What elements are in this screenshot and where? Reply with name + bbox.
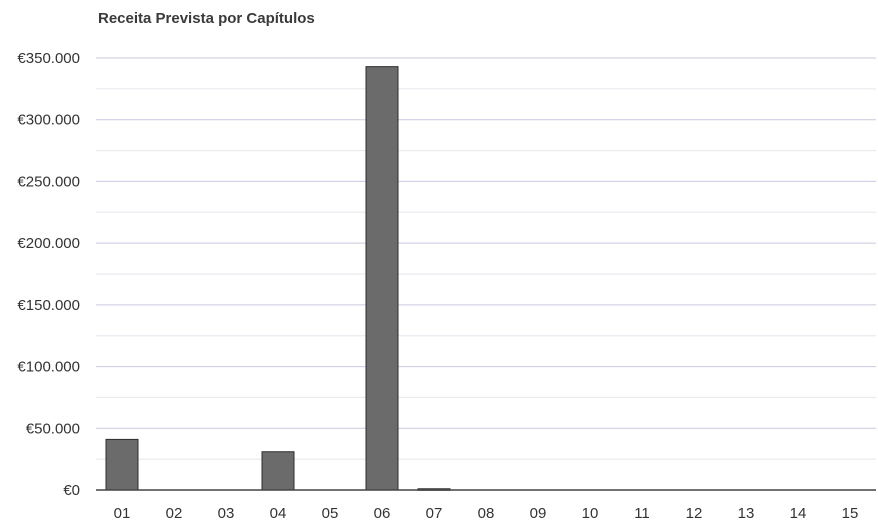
x-tick-label-10: 10 [582, 505, 599, 520]
y-tick-label: €200.000 [17, 235, 80, 252]
gridlines [96, 57, 876, 460]
y-axis-ticks: €0 €50.000 €100.000 €150.000 €200.000 €250.00… [17, 50, 80, 499]
x-tick-label-11: 11 [634, 505, 650, 520]
x-tick-label-01: 01 [114, 505, 131, 520]
bar-04 [261, 451, 295, 491]
x-tick-label-07: 07 [426, 505, 443, 520]
x-tick-label-03: 03 [218, 505, 235, 520]
x-tick-label-04: 04 [270, 505, 287, 520]
bars [105, 66, 451, 491]
y-tick-label: €250.000 [17, 173, 80, 190]
y-tick-label: €150.000 [17, 297, 80, 314]
x-tick-label-08: 08 [478, 505, 495, 520]
x-tick-label-13: 13 [738, 505, 755, 520]
x-axis-ticks: 01 02 03 04 05 06 07 08 09 10 11 12 13 14 15 [114, 505, 859, 520]
x-tick-label-15: 15 [842, 505, 859, 520]
x-tick-label-05: 05 [322, 505, 339, 520]
y-tick-label: €300.000 [17, 112, 80, 129]
y-tick-label: €100.000 [17, 359, 80, 376]
x-tick-label-02: 02 [166, 505, 183, 520]
y-tick-label: €350.000 [17, 50, 80, 67]
y-tick-label: €50.000 [26, 420, 80, 437]
x-tick-label-14: 14 [790, 505, 807, 520]
x-tick-label-06: 06 [374, 505, 391, 520]
chart-title: Receita Prevista por Capítulos [98, 10, 315, 27]
x-tick-label-12: 12 [686, 505, 703, 520]
bar-06 [365, 66, 399, 491]
x-tick-label-09: 09 [530, 505, 547, 520]
y-tick-label: €0 [63, 482, 80, 499]
bar-01 [105, 438, 139, 491]
